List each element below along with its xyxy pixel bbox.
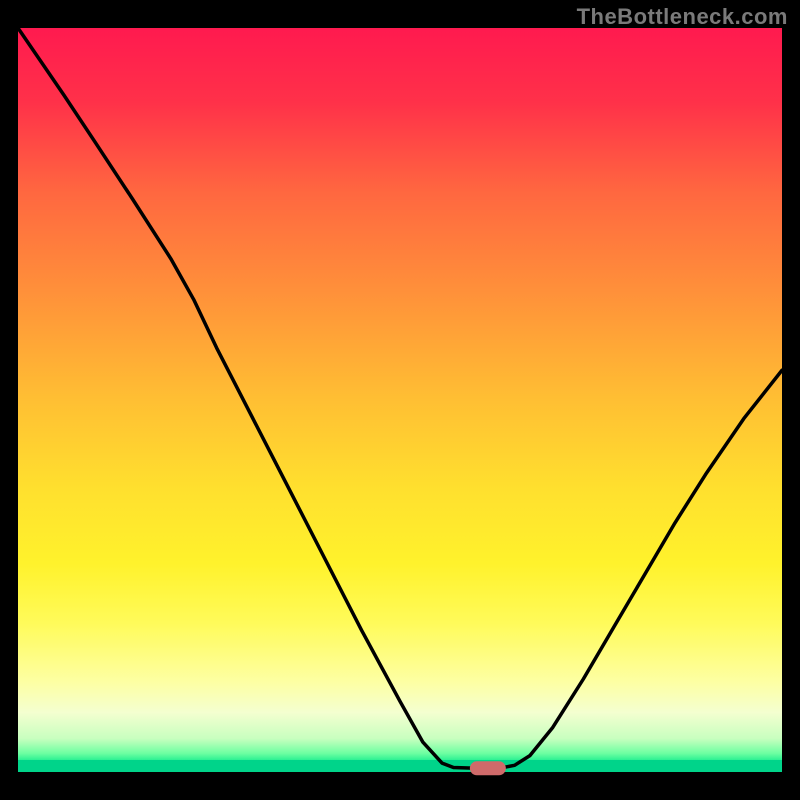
watermark-text: TheBottleneck.com bbox=[577, 4, 788, 30]
chart-svg bbox=[0, 0, 800, 800]
green-band bbox=[18, 760, 782, 772]
optimal-marker bbox=[470, 761, 506, 775]
chart-root: TheBottleneck.com bbox=[0, 0, 800, 800]
plot-background bbox=[18, 28, 782, 772]
